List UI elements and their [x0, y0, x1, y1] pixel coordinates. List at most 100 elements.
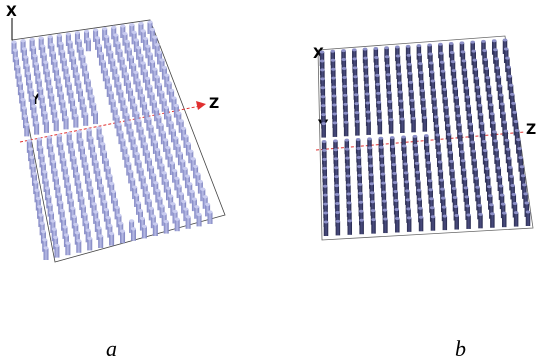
pillar-top	[352, 66, 358, 70]
pillar-top	[49, 211, 55, 215]
pillar	[93, 161, 99, 174]
pillar	[41, 104, 47, 117]
pillar	[85, 39, 91, 52]
pillar-top	[376, 91, 381, 95]
pillar-top	[24, 63, 30, 67]
pillar	[80, 56, 86, 69]
pillar-top	[355, 138, 361, 142]
pillar	[88, 187, 94, 200]
pillar-top	[54, 243, 60, 248]
pillar-top	[476, 194, 481, 198]
panel-b: X Y Z	[313, 35, 536, 241]
pillar	[491, 40, 497, 55]
pillar-top	[138, 53, 144, 58]
pillar-top	[408, 80, 414, 84]
pillar	[83, 163, 89, 176]
pillar	[386, 83, 392, 98]
pillar	[189, 191, 195, 204]
pillar-top	[419, 80, 425, 84]
pillar	[504, 140, 510, 155]
pillar	[62, 226, 68, 239]
pillar	[439, 53, 444, 68]
pillar	[335, 212, 340, 227]
pillar-top	[202, 195, 208, 199]
pillar	[424, 135, 429, 150]
pillar	[140, 30, 146, 43]
pillar-top	[479, 121, 485, 125]
pillar-top	[40, 161, 46, 166]
pillar	[124, 155, 130, 168]
pillar	[405, 190, 410, 205]
pillar	[472, 160, 477, 175]
pillar	[96, 227, 102, 240]
pillar-top	[511, 192, 517, 196]
pillar	[68, 200, 74, 213]
pillar	[84, 222, 90, 235]
pillar-top	[130, 227, 136, 231]
pillar	[134, 112, 140, 125]
pillar	[511, 194, 517, 209]
pillar-top	[321, 113, 326, 117]
pillar-top	[41, 102, 47, 107]
pillar	[24, 65, 30, 78]
pillar-top	[148, 124, 154, 129]
pillar-top	[152, 140, 158, 144]
pillar-top	[114, 73, 120, 78]
pillar	[84, 171, 90, 184]
pillar	[98, 135, 104, 148]
pillar-top	[322, 175, 328, 179]
pillar	[59, 151, 65, 164]
pillar	[81, 155, 87, 168]
pillar	[161, 213, 167, 226]
pillar	[138, 23, 144, 36]
pillar-top	[357, 173, 362, 177]
pillar-top	[108, 50, 114, 54]
pillar	[353, 76, 358, 91]
pillar-top	[345, 174, 351, 178]
pillar	[392, 182, 398, 197]
pillar-top	[379, 154, 385, 158]
pillar-top	[506, 156, 512, 160]
pillar-top	[52, 168, 58, 172]
pillar	[466, 214, 471, 229]
pillar-top	[333, 157, 339, 161]
pillar-top	[70, 206, 76, 211]
pillar	[40, 163, 46, 176]
pillar	[52, 169, 58, 182]
pillar-top	[465, 95, 471, 99]
pillar-top	[357, 164, 362, 168]
pillar	[354, 112, 360, 127]
pillar-top	[323, 202, 328, 206]
pillar	[49, 94, 55, 107]
pillar-top	[491, 39, 497, 43]
pillar	[105, 217, 111, 230]
pillar	[341, 59, 347, 74]
pillar-top	[486, 85, 492, 89]
pillar-top	[65, 241, 71, 245]
pillar-top	[174, 176, 180, 181]
pillar	[131, 32, 137, 45]
pillar	[47, 86, 53, 99]
pillar-top	[407, 62, 412, 66]
pillar-top	[416, 188, 422, 192]
pillar	[185, 143, 191, 156]
pillar-top	[367, 146, 373, 150]
pillar	[146, 200, 152, 213]
pillar	[467, 115, 472, 130]
pillar	[116, 215, 122, 228]
pillar	[488, 104, 494, 119]
pillar	[388, 119, 394, 134]
pillar	[86, 129, 92, 142]
pillar-top	[68, 139, 74, 144]
pillar	[95, 37, 101, 50]
pillar-top	[156, 115, 162, 119]
pillar	[51, 229, 57, 242]
pillar	[174, 219, 180, 232]
pillar	[154, 76, 160, 89]
pillar	[40, 231, 46, 244]
pillar-top	[472, 158, 477, 162]
pillar-top	[144, 109, 150, 113]
pillar	[21, 107, 27, 120]
pillar	[151, 101, 157, 114]
pillar-top	[60, 49, 66, 54]
